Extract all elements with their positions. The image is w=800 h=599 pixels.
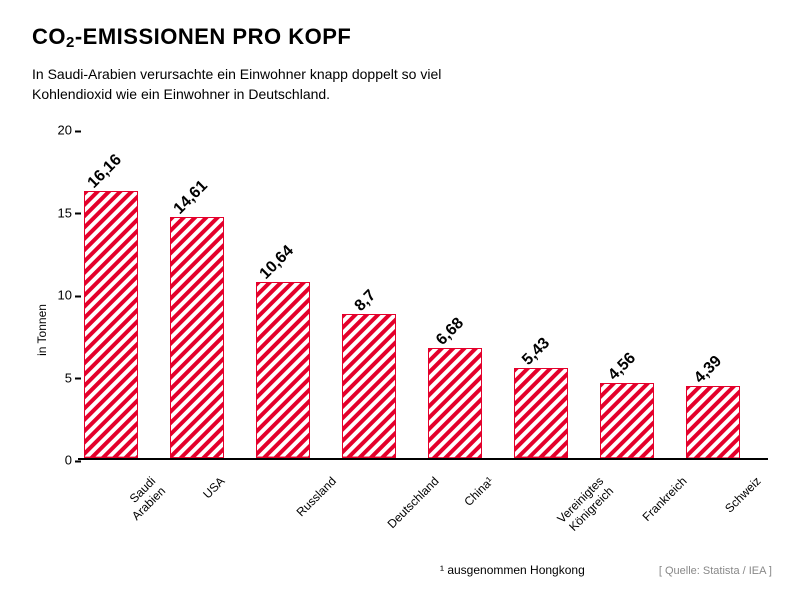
chart-title: CO2-EMISSIONEN PRO KOPF — [32, 24, 482, 50]
bar-rect — [600, 383, 654, 458]
x-tick-label: USA — [200, 474, 227, 501]
bar-value-label: 6,68 — [433, 314, 468, 349]
bar: 4,39 — [686, 386, 740, 458]
y-tick: 5 — [44, 370, 72, 385]
y-tick: 10 — [44, 288, 72, 303]
plot-area: 0510152016,16SaudiArabien14,61USA10,64Ru… — [78, 130, 768, 460]
bar-rect — [686, 386, 740, 458]
y-axis-label: in Tonnen — [35, 304, 49, 356]
bar: 14,61 — [170, 217, 224, 458]
bar-rect — [428, 348, 482, 458]
bar-value-label: 5,43 — [519, 335, 554, 370]
bar-value-label: 4,39 — [691, 352, 726, 387]
bar-value-label: 16,16 — [85, 152, 126, 193]
title-sub: 2 — [66, 34, 75, 51]
x-tick-label: VereinigtesKönigreich — [554, 474, 616, 536]
title-post: -EMISSIONEN PRO KOPF — [75, 24, 351, 49]
bar: 10,64 — [256, 282, 310, 458]
bar-value-label: 10,64 — [257, 243, 298, 284]
bar: 4,56 — [600, 383, 654, 458]
y-tick: 15 — [44, 205, 72, 220]
chart-subtitle: In Saudi-Arabien verursachte ein Einwohn… — [32, 64, 482, 105]
footnote: ¹ ausgenommen Hongkong — [440, 563, 585, 577]
y-tick: 20 — [44, 123, 72, 138]
bar: 16,16 — [84, 191, 138, 458]
bar: 6,68 — [428, 348, 482, 458]
bar-value-label: 14,61 — [171, 177, 212, 218]
y-tick: 0 — [44, 453, 72, 468]
x-tick-label: China¹ — [461, 474, 496, 509]
bar-value-label: 8,7 — [352, 287, 380, 315]
x-tick-label: Schweiz — [722, 474, 763, 515]
source-label: [ Quelle: Statista / IEA ] — [659, 565, 772, 577]
bar-rect — [256, 282, 310, 458]
bar-rect — [170, 217, 224, 458]
x-tick-label: Russland — [294, 474, 339, 519]
chart-header: CO2-EMISSIONEN PRO KOPF In Saudi-Arabien… — [32, 24, 482, 105]
x-tick-label: SaudiArabien — [119, 474, 168, 523]
x-tick-label: Deutschland — [385, 474, 442, 531]
title-pre: CO — [32, 24, 66, 49]
bar: 8,7 — [342, 314, 396, 458]
bar-rect — [514, 368, 568, 458]
x-tick-label: Frankreich — [640, 474, 690, 524]
bar-chart: in Tonnen 0510152016,16SaudiArabien14,61… — [0, 120, 800, 540]
bar: 5,43 — [514, 368, 568, 458]
bar-rect — [84, 191, 138, 458]
bar-value-label: 4,56 — [605, 349, 640, 384]
bar-rect — [342, 314, 396, 458]
